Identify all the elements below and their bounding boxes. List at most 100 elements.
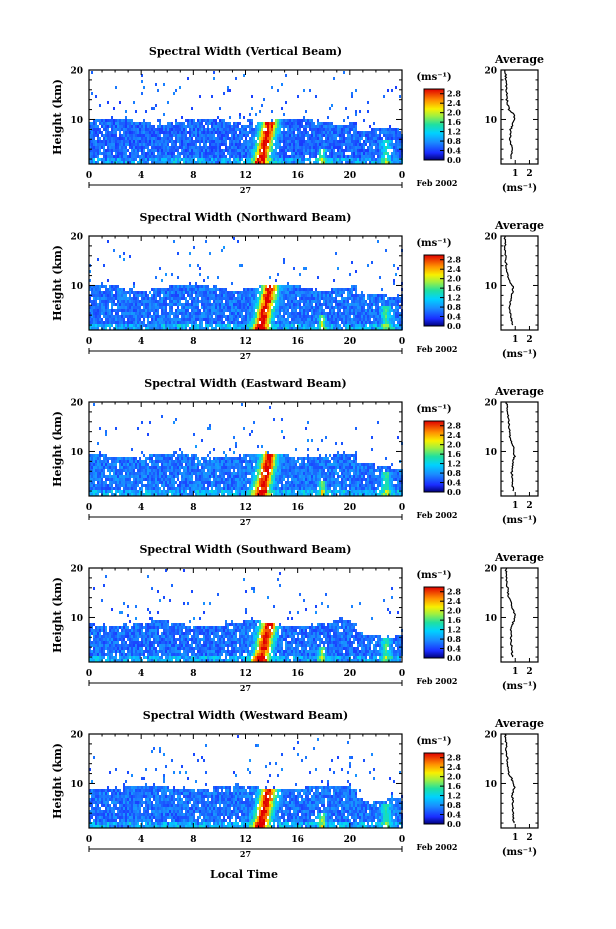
heatmap-cell xyxy=(237,309,239,312)
heatmap-cell xyxy=(117,481,119,484)
heatmap-cell xyxy=(103,155,105,158)
heatmap-cell xyxy=(227,122,229,125)
heatmap-cell xyxy=(149,158,151,161)
heatmap-cell xyxy=(377,327,379,330)
heatmap-cell xyxy=(335,294,337,297)
heatmap-cell xyxy=(95,457,97,460)
heatmap-cell xyxy=(99,158,101,161)
heatmap-cell xyxy=(105,460,107,463)
heatmap-cell xyxy=(179,125,181,128)
heatmap-cell xyxy=(131,140,133,143)
heatmap-cell xyxy=(119,101,121,104)
heatmap-cell xyxy=(183,149,185,152)
heatmap-cell xyxy=(377,321,379,324)
heatmap-cell xyxy=(291,161,293,164)
heatmap-cell xyxy=(255,146,257,149)
heatmap-cell xyxy=(341,155,343,158)
heatmap-cell xyxy=(385,137,387,140)
heatmap-cell xyxy=(115,327,117,330)
heatmap-cell xyxy=(143,155,145,158)
heatmap-cell xyxy=(285,285,287,288)
x-tick-label: 0 xyxy=(86,171,92,181)
heatmap-cell xyxy=(111,481,113,484)
heatmap-cell xyxy=(283,312,285,315)
heatmap-cell xyxy=(325,294,327,297)
heatmap-cell xyxy=(177,309,179,312)
heatmap-cell xyxy=(221,158,223,161)
heatmap-cell xyxy=(115,134,117,137)
heatmap-cell xyxy=(335,152,337,155)
heatmap-cell xyxy=(119,484,121,487)
heatmap-cell xyxy=(119,291,121,294)
heatmap-cell xyxy=(309,321,311,324)
heatmap-cell xyxy=(235,318,237,321)
heatmap-cell xyxy=(121,481,123,484)
heatmap-cell xyxy=(201,152,203,155)
heatmap-cell xyxy=(309,327,311,330)
heatmap-cell xyxy=(119,122,121,125)
heatmap-cell xyxy=(139,478,141,481)
heatmap-cell xyxy=(375,306,377,309)
heatmap-cell xyxy=(175,137,177,140)
heatmap-cell xyxy=(355,161,357,164)
heatmap-cell xyxy=(113,285,115,288)
heatmap-cell xyxy=(97,258,99,261)
heatmap-cell xyxy=(203,143,205,146)
heatmap-cell xyxy=(109,285,111,288)
heatmap-cell xyxy=(193,288,195,291)
heatmap-cell xyxy=(335,128,337,131)
heatmap-cell xyxy=(183,161,185,164)
heatmap-cell xyxy=(183,288,185,291)
heatmap-cell xyxy=(157,294,159,297)
heatmap-cell xyxy=(117,309,119,312)
heatmap-cell xyxy=(217,122,219,125)
heatmap-cell xyxy=(223,131,225,134)
heatmap-cell xyxy=(185,291,187,294)
colorbar-tick-label: 0.8 xyxy=(447,302,461,312)
heatmap-cell xyxy=(311,300,313,303)
heatmap-cell xyxy=(101,294,103,297)
heatmap-cell xyxy=(337,125,339,128)
heatmap-cell xyxy=(287,318,289,321)
heatmap-cell xyxy=(291,146,293,149)
heatmap-cell xyxy=(123,481,125,484)
heatmap-cell xyxy=(139,493,141,496)
heatmap-cell xyxy=(277,294,279,297)
heatmap-cell xyxy=(143,152,145,155)
heatmap-cell xyxy=(307,297,309,300)
heatmap-cell xyxy=(137,460,139,463)
heatmap-cell xyxy=(161,137,163,140)
heatmap-cell xyxy=(153,475,155,478)
heatmap-cell xyxy=(231,143,233,146)
heatmap-cell xyxy=(105,131,107,134)
heatmap-cell xyxy=(295,288,297,291)
heatmap-cell xyxy=(149,487,151,490)
heatmap-cell xyxy=(109,143,111,146)
heatmap-cell xyxy=(181,291,183,294)
heatmap-cell xyxy=(363,143,365,146)
heatmap-cell xyxy=(219,291,221,294)
heatmap-cell xyxy=(199,143,201,146)
heatmap-cell xyxy=(399,300,401,303)
panel-title: Spectral Width (Eastward Beam) xyxy=(144,377,346,390)
heatmap-cell xyxy=(89,288,91,291)
heatmap-cell xyxy=(291,143,293,146)
heatmap-cell xyxy=(145,309,147,312)
heatmap-cell xyxy=(161,149,163,152)
heatmap-cell xyxy=(141,134,143,137)
heatmap-cell xyxy=(101,122,103,125)
heatmap-cell xyxy=(347,306,349,309)
heatmap-cell xyxy=(93,291,95,294)
heatmap-cell xyxy=(219,131,221,134)
heatmap-cell xyxy=(175,288,177,291)
heatmap-cell xyxy=(153,149,155,152)
heatmap-cell xyxy=(107,306,109,309)
heatmap-cell xyxy=(119,327,121,330)
heatmap-cell xyxy=(157,125,159,128)
heatmap-cell xyxy=(107,279,109,282)
heatmap-cell xyxy=(169,140,171,143)
heatmap-cell xyxy=(387,137,389,140)
heatmap-cell xyxy=(215,131,217,134)
heatmap-cell xyxy=(229,131,231,134)
heatmap-cell xyxy=(193,297,195,300)
